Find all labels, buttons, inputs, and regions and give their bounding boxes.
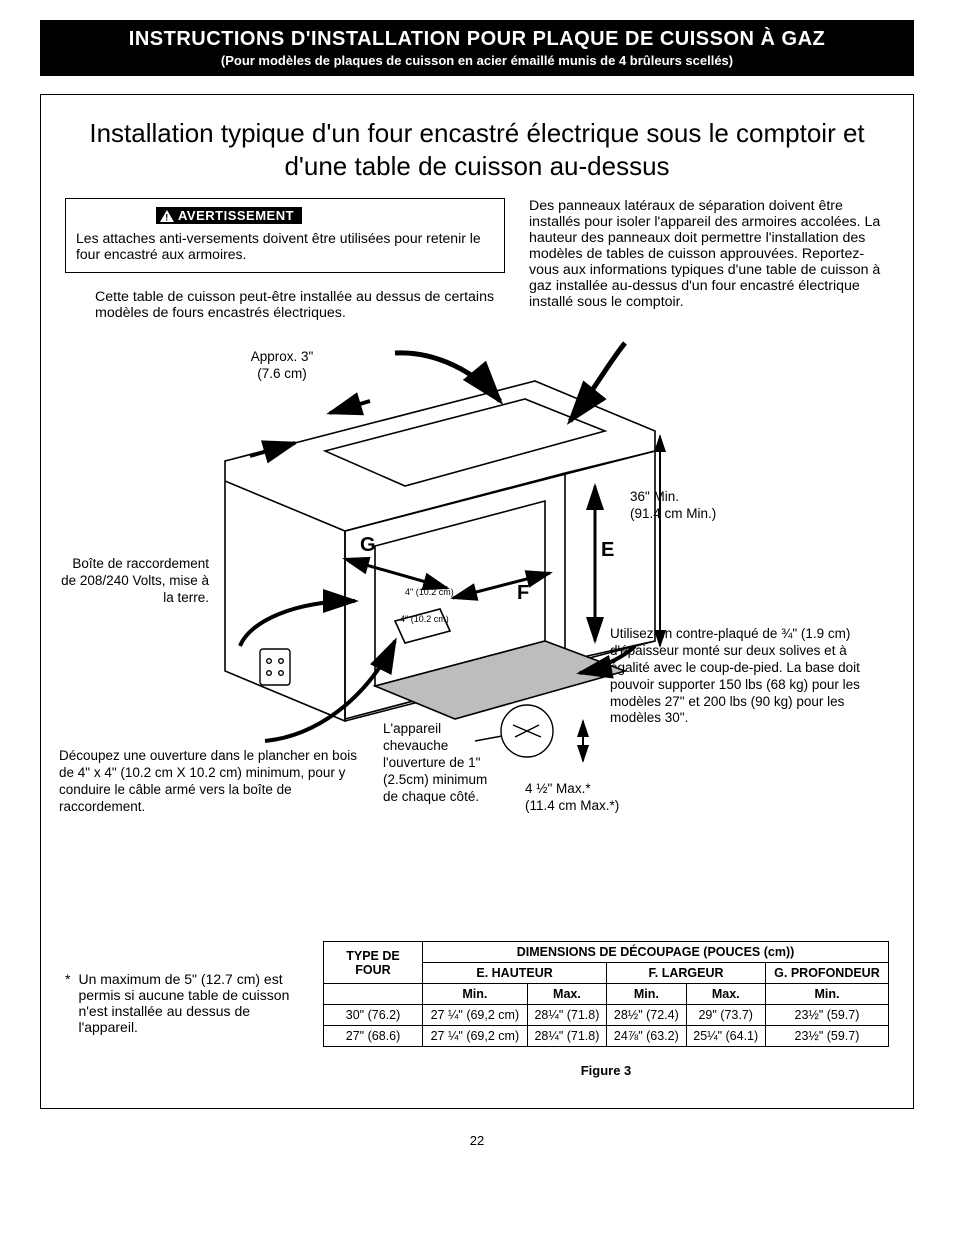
dim-4x4-b: 4" (10.2 cm) bbox=[400, 614, 449, 624]
table-row: 27" (68.6) 27 ¼" (69,2 cm) 28¼" (71.8) 2… bbox=[324, 1026, 889, 1047]
footnote-mark: * bbox=[65, 971, 70, 1035]
main-title: Installation typique d'un four encastré … bbox=[85, 117, 869, 182]
col-f: F. LARGEUR bbox=[607, 963, 766, 984]
page-number: 22 bbox=[40, 1133, 914, 1148]
svg-text:!: ! bbox=[165, 212, 169, 222]
footnote: * Un maximum de 5" (12.7 cm) est permis … bbox=[65, 971, 295, 1035]
table-row: 30" (76.2) 27 ¼" (69,2 cm) 28¼" (71.8) 2… bbox=[324, 1005, 889, 1026]
content-frame: Installation typique d'un four encastré … bbox=[40, 94, 914, 1109]
dim-letter-g: G bbox=[360, 534, 376, 556]
header-subtitle: (Pour modèles de plaques de cuisson en a… bbox=[52, 53, 902, 68]
col-g: G. PROFONDEUR bbox=[765, 963, 888, 984]
dimensions-table: TYPE DE FOUR DIMENSIONS DE DÉCOUPAGE (PO… bbox=[323, 941, 889, 1047]
warning-label: ! AVERTISSEMENT bbox=[156, 207, 302, 224]
callout-depth-max: 4 ½" Max.* (11.4 cm Max.*) bbox=[525, 781, 665, 815]
header-bar: INSTRUCTIONS D'INSTALLATION POUR PLAQUE … bbox=[40, 20, 914, 76]
sub-f-max: Max. bbox=[686, 984, 765, 1005]
warning-box: ! AVERTISSEMENT Les attaches anti-versem… bbox=[65, 198, 505, 273]
installation-diagram: G F E 4" (10.2 cm) 4" (10.2 cm) bbox=[195, 341, 675, 781]
diagram-area: Approx. 3" (7.6 cm) Boîte de raccordemen… bbox=[65, 331, 889, 891]
warning-text: Les attaches anti-versements doivent êtr… bbox=[76, 230, 494, 262]
left-note: Cette table de cuisson peut-être install… bbox=[95, 289, 505, 321]
callout-junction-box: Boîte de raccordement de 208/240 Volts, … bbox=[59, 556, 209, 607]
sub-g-min: Min. bbox=[765, 984, 888, 1005]
sub-e-max: Max. bbox=[527, 984, 606, 1005]
sub-e-min: Min. bbox=[423, 984, 528, 1005]
alert-icon: ! bbox=[160, 210, 174, 222]
sub-f-min: Min. bbox=[607, 984, 686, 1005]
dim-letter-e: E bbox=[601, 539, 614, 561]
footnote-text: Un maximum de 5" (12.7 cm) est permis si… bbox=[78, 971, 295, 1035]
dim-4x4-a: 4" (10.2 cm) bbox=[405, 587, 454, 597]
warning-label-text: AVERTISSEMENT bbox=[178, 208, 294, 223]
dim-letter-f: F bbox=[517, 582, 529, 604]
right-note: Des panneaux latéraux de séparation doiv… bbox=[529, 198, 889, 310]
col-e: E. HAUTEUR bbox=[423, 963, 607, 984]
table-title: DIMENSIONS DE DÉCOUPAGE (POUCES (cm)) bbox=[423, 942, 889, 963]
figure-caption: Figure 3 bbox=[323, 1063, 889, 1078]
col-type: TYPE DE FOUR bbox=[324, 942, 423, 984]
header-title: INSTRUCTIONS D'INSTALLATION POUR PLAQUE … bbox=[52, 28, 902, 51]
